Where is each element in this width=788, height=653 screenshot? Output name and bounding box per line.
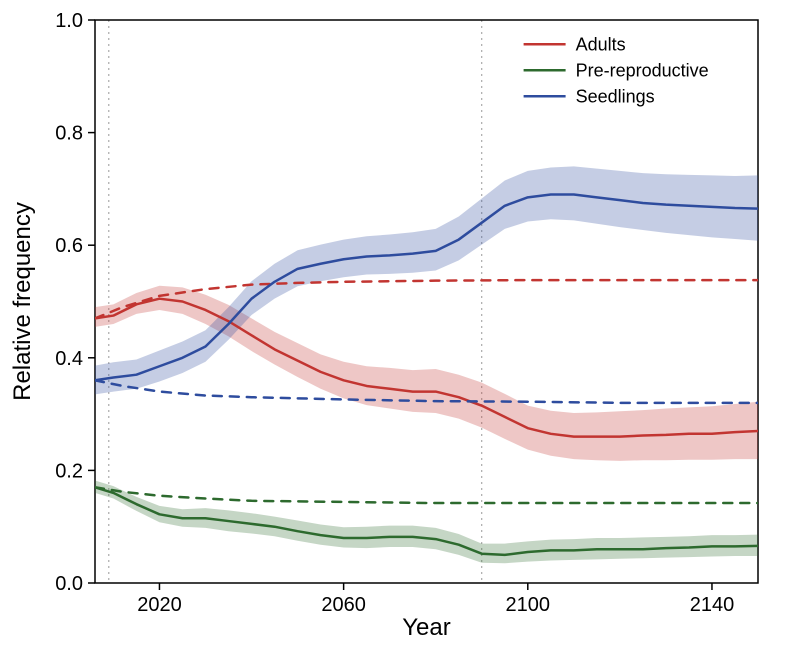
- svg-text:0.2: 0.2: [55, 460, 83, 482]
- legend-label: Pre-reproductive: [576, 61, 709, 81]
- svg-text:1.0: 1.0: [55, 10, 83, 32]
- x-axis-label: Year: [402, 614, 451, 641]
- svg-text:2140: 2140: [690, 594, 735, 616]
- svg-text:0.8: 0.8: [55, 123, 83, 145]
- svg-text:2060: 2060: [321, 594, 366, 616]
- chart-svg: 2020 2060 2100 2140 0.0 0.2 0.4 0.6 0.8 1.0 Year Re…: [0, 0, 788, 653]
- svg-text:0.6: 0.6: [55, 235, 83, 257]
- legend-label: Seedlings: [576, 87, 655, 107]
- chart-container: 2020 2060 2100 2140 0.0 0.2 0.4 0.6 0.8 1.0 Year Re…: [0, 0, 788, 653]
- y-axis-label: Relative frequency: [9, 202, 36, 401]
- svg-text:0.4: 0.4: [55, 348, 83, 370]
- svg-text:2100: 2100: [506, 594, 551, 616]
- svg-text:2020: 2020: [137, 594, 182, 616]
- svg-text:0.0: 0.0: [55, 573, 83, 595]
- legend-label: Adults: [576, 35, 626, 55]
